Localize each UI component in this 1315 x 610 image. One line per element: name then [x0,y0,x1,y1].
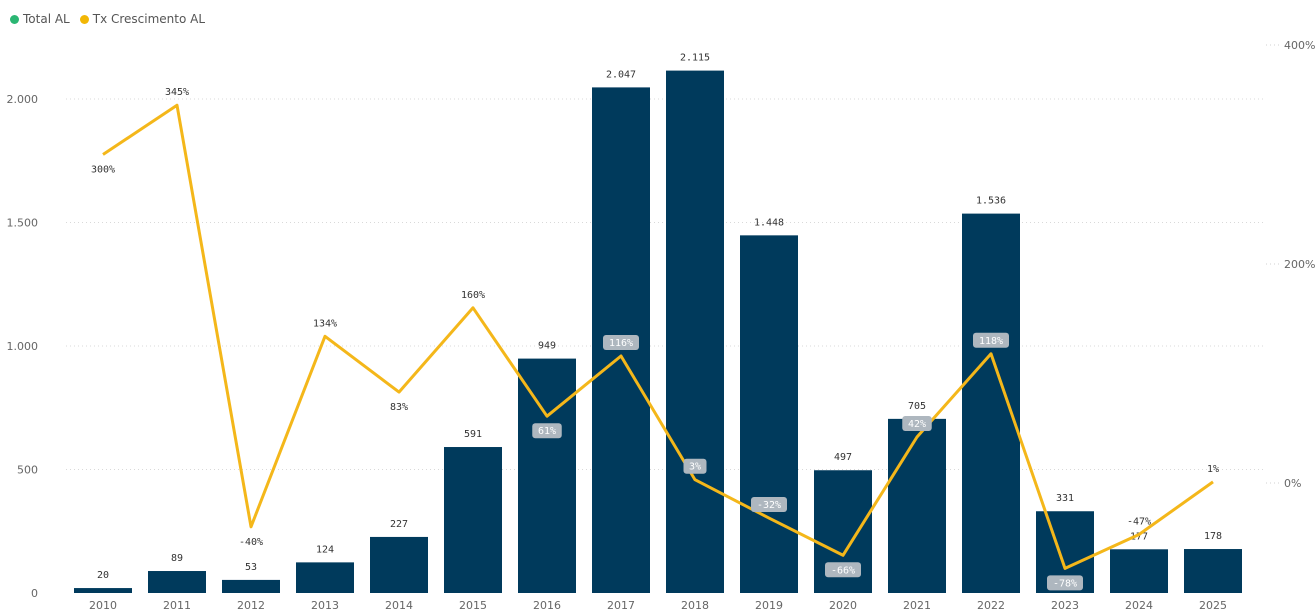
legend-label-total-al: Total AL [23,12,70,26]
bar-value-label: 227 [390,519,408,530]
x-axis-tick-label: 2019 [755,599,783,610]
bar [148,571,206,593]
bar-value-label: 497 [834,452,852,463]
left-axis-tick-label: 1.500 [7,217,39,230]
x-axis-tick-label: 2022 [977,599,1005,610]
legend: Total AL Tx Crescimento AL [10,12,205,26]
bar [370,536,428,593]
x-axis-tick-label: 2011 [163,599,191,610]
x-axis-tick-label: 2012 [237,599,265,610]
x-axis-tick-label: 2020 [829,599,857,610]
left-axis-tick-label: 1.000 [7,340,39,353]
right-axis-tick-label: 200% [1284,258,1315,271]
left-axis-tick-label: 0 [31,587,38,600]
bar-value-label: 20 [97,570,109,581]
x-axis-tick-label: 2013 [311,599,339,610]
line-label-box [1047,575,1083,591]
bar-value-label: 178 [1204,531,1222,542]
legend-item-tx-crescimento-al[interactable]: Tx Crescimento AL [79,12,206,26]
bar [518,358,576,593]
bar-value-label: 89 [171,553,183,564]
line-value-label: -78% [1053,578,1077,589]
line-label-box [902,416,932,432]
x-axis-tick-label: 2010 [89,599,117,610]
line-value-label: -66% [831,565,855,576]
bar [666,70,724,594]
bar [444,447,502,593]
x-axis-tick-label: 2015 [459,599,487,610]
line-value-label: 61% [538,426,556,437]
bar-value-label: 705 [908,401,926,412]
left-axis-tick-label: 500 [17,464,38,477]
bar [222,579,280,593]
right-axis-tick-label: 400% [1284,39,1315,52]
line-value-label: -32% [757,500,781,511]
legend-label-tx-crescimento-al: Tx Crescimento AL [92,12,206,26]
line-value-label: 118% [979,336,1003,347]
x-axis-tick-label: 2016 [533,599,561,610]
line-value-label: 134% [313,318,337,329]
x-axis-tick-label: 2025 [1199,599,1227,610]
bar [888,418,946,593]
legend-item-total-al[interactable]: Total AL [10,12,70,26]
line-label-box [603,334,639,350]
bar [296,562,354,593]
line-label-box [825,562,861,578]
legend-dot-total-al [10,14,19,24]
line-value-label: 345% [165,87,189,98]
line-value-label: 116% [609,338,633,349]
right-axis-tick-label: 0% [1284,477,1301,490]
line-value-label: 42% [908,419,926,430]
bar [74,588,132,593]
line-value-label: 1% [1207,464,1219,475]
bar-value-label: 2.115 [680,53,710,64]
bar [740,235,798,593]
x-axis-tick-label: 2017 [607,599,635,610]
bar-value-label: 1.448 [754,217,784,228]
bar-value-label: 591 [464,429,482,440]
bar-value-label: 53 [245,562,257,573]
bar-value-label: 949 [538,341,556,352]
bar-value-label: 124 [316,544,334,555]
bar-value-label: 1.536 [976,196,1006,207]
bar [962,213,1020,593]
growth-rate-line [102,103,1214,570]
line-value-label: 3% [689,462,701,473]
line-value-label: 83% [390,402,408,413]
bar [1110,549,1168,593]
x-axis-tick-label: 2018 [681,599,709,610]
line-label-box [973,332,1009,348]
x-axis-tick-label: 2014 [385,599,413,610]
x-axis-tick-label: 2024 [1125,599,1153,610]
line-value-label: -40% [239,537,263,548]
bar-value-label: 2.047 [606,69,636,80]
legend-dot-tx-crescimento-al [79,14,89,24]
line-label-box [532,423,562,439]
bar-value-label: 177 [1130,531,1148,542]
line-label-box [683,458,707,474]
left-axis-tick-label: 2.000 [7,93,39,106]
line-value-label: -47% [1127,516,1151,527]
line-value-label: 160% [461,290,485,301]
bar [1184,549,1242,593]
bar-value-label: 331 [1056,493,1074,504]
x-axis-tick-label: 2023 [1051,599,1079,610]
line-value-label: 300% [91,165,115,176]
line-label-box [751,497,787,513]
x-axis-tick-label: 2021 [903,599,931,610]
